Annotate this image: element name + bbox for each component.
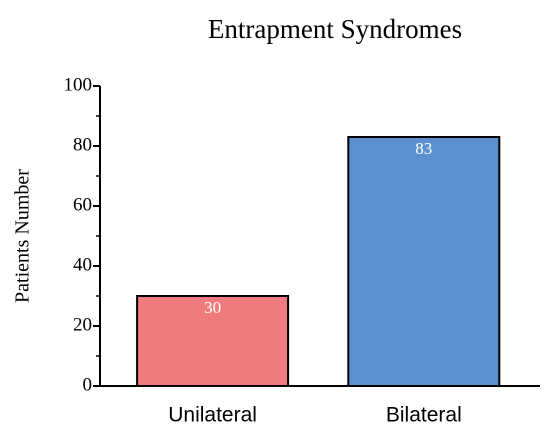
data-label: 30 [204, 298, 221, 317]
y-tick-label: 20 [73, 314, 92, 335]
data-label: 83 [415, 139, 432, 158]
y-axis-label: Patients Number [12, 169, 34, 303]
y-tick-label: 80 [73, 134, 92, 155]
y-tick-label: 40 [73, 254, 92, 275]
x-tick-label: Unilateral [168, 404, 257, 427]
bar [347, 136, 501, 387]
bar [136, 295, 290, 387]
y-tick-label: 60 [73, 194, 92, 215]
y-tick-label: 100 [64, 74, 93, 95]
y-tick-label: 0 [83, 374, 93, 395]
chart-title: Entrapment Syndromes [208, 14, 462, 44]
x-tick-label: Bilateral [386, 404, 462, 427]
